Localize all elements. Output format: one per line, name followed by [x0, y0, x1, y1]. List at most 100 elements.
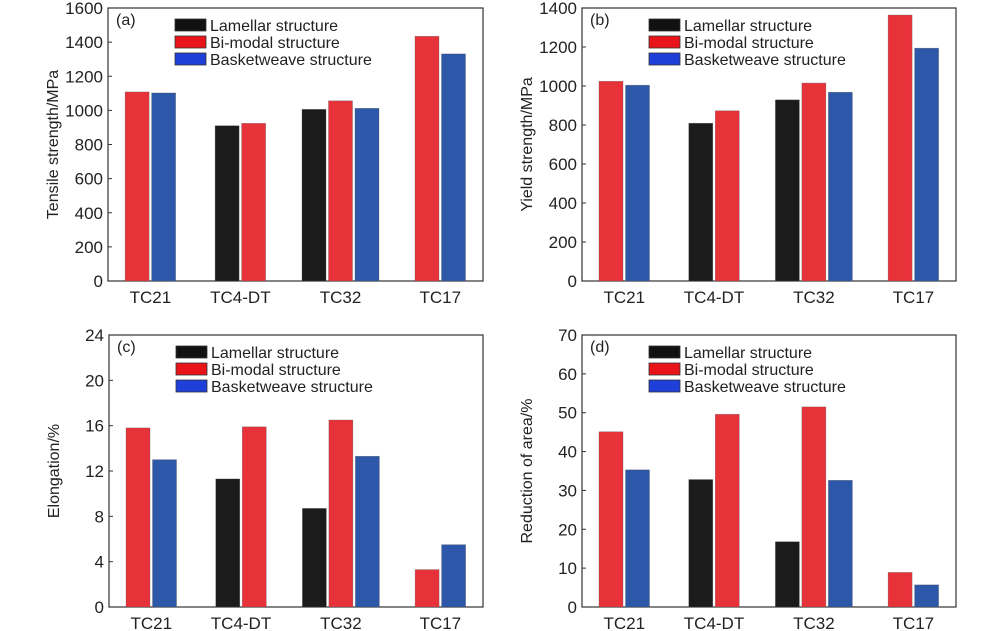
- x-category-label: TC4-DT: [684, 614, 744, 631]
- y-tick-label: 16: [85, 417, 104, 436]
- y-tick-label: 1000: [539, 77, 577, 96]
- panel-b-yield-strength: Yield strength/MPa (b) 0 200 400 600 800 1000…: [519, 0, 957, 307]
- x-category-label: TC32: [793, 614, 835, 631]
- y-tick-label: 24: [85, 326, 104, 345]
- y-tick-label: 200: [75, 238, 103, 257]
- legend-swatch-basketweave: [175, 379, 208, 393]
- bar-lamellar-tc4-dt: [688, 479, 714, 608]
- legend-swatch-basketweave: [648, 379, 681, 393]
- y-axis-title: Yield strength/MPa: [519, 77, 536, 212]
- legend-swatch-lamellar: [174, 18, 207, 32]
- y-tick-label: 12: [85, 462, 104, 481]
- x-category-label: TC32: [320, 288, 362, 307]
- bar-bimodal-tc32: [801, 406, 827, 608]
- bar-bimodal-tc4-dt: [241, 426, 267, 608]
- bar-bimodal-tc4-dt: [714, 413, 740, 608]
- panel-c-elongation: Elongation/% (c) 0 4 8 12 16 20 24 TC21 TC4-DT TC…: [46, 326, 484, 631]
- bar-bimodal-tc17: [414, 36, 440, 282]
- y-tick-label: 40: [558, 443, 577, 462]
- bar-basketweave-tc32: [828, 480, 853, 608]
- y-tick-label: 1400: [539, 0, 577, 18]
- y-axis-title: Tensile strength/MPa: [45, 70, 62, 220]
- x-category-label: TC17: [893, 288, 935, 307]
- legend-label-bimodal: Bi-modal structure: [211, 362, 341, 379]
- legend-label-basketweave: Basketweave structure: [684, 52, 846, 69]
- plot-frame: [581, 334, 957, 608]
- panel-a-tensile-strength: Tensile strength/MPa (a) 0 200 400 600 800 10…: [45, 0, 484, 307]
- legend-label-basketweave: Basketweave structure: [684, 379, 846, 396]
- y-tick-label: 1600: [65, 0, 103, 18]
- bar-basketweave-tc21: [625, 469, 650, 608]
- legend-swatch-lamellar: [175, 345, 208, 359]
- bar-basketweave-tc21: [152, 459, 177, 608]
- legend-label-lamellar: Lamellar structure: [684, 18, 812, 35]
- y-tick-label: 200: [549, 233, 577, 252]
- x-category-label: TC21: [603, 614, 645, 631]
- bar-bimodal-tc21: [598, 81, 624, 282]
- legend-swatch-bimodal: [648, 35, 681, 49]
- y-tick-label: 1400: [65, 33, 103, 52]
- legend-swatch-lamellar: [648, 345, 681, 359]
- legend-swatch-bimodal: [174, 35, 207, 49]
- y-tick-label: 1200: [65, 67, 103, 86]
- y-tick-label: 600: [75, 170, 103, 189]
- bar-basketweave-tc17: [441, 544, 466, 608]
- bar-basketweave-tc17: [914, 584, 939, 608]
- bar-bimodal-tc17: [887, 572, 913, 608]
- y-tick-label: 600: [549, 155, 577, 174]
- bar-bimodal-tc4-dt: [714, 110, 740, 282]
- bar-bimodal-tc4-dt: [241, 123, 266, 282]
- legend-label-bimodal: Bi-modal structure: [210, 35, 340, 52]
- bar-basketweave-tc17: [914, 47, 939, 282]
- bar-bimodal-tc17: [414, 569, 440, 608]
- legend-label-lamellar: Lamellar structure: [211, 345, 339, 362]
- y-tick-label: 10: [558, 559, 577, 578]
- bar-bimodal-tc21: [598, 431, 624, 608]
- bar-lamellar-tc32: [301, 109, 327, 282]
- panel-tag: (a): [116, 12, 136, 29]
- x-category-label: TC17: [420, 614, 462, 631]
- legend-swatch-basketweave: [174, 52, 207, 66]
- bar-bimodal-tc32: [328, 100, 353, 282]
- bar-basketweave-tc32: [828, 91, 853, 282]
- legend-swatch-lamellar: [648, 18, 681, 32]
- y-tick-label: 800: [75, 136, 103, 155]
- bar-basketweave-tc32: [355, 455, 380, 608]
- panel-tag: (c): [117, 339, 136, 356]
- x-category-label: TC21: [603, 288, 645, 307]
- y-tick-label: 70: [558, 326, 577, 345]
- legend-label-lamellar: Lamellar structure: [684, 345, 812, 362]
- legend-swatch-bimodal: [648, 362, 681, 376]
- bar-bimodal-tc17: [887, 14, 913, 282]
- y-tick-label: 800: [549, 116, 577, 135]
- x-category-label: TC21: [130, 614, 172, 631]
- y-tick-label: 0: [95, 598, 104, 617]
- y-tick-label: 0: [568, 272, 577, 291]
- bar-lamellar-tc4-dt: [688, 122, 714, 282]
- legend-label-lamellar: Lamellar structure: [210, 18, 338, 35]
- y-tick-label: 4: [95, 553, 104, 572]
- legend-swatch-bimodal: [175, 362, 208, 376]
- bar-bimodal-tc21: [124, 91, 150, 282]
- bar-bimodal-tc21: [125, 427, 151, 608]
- bar-bimodal-tc32: [801, 82, 827, 282]
- legend-label-basketweave: Basketweave structure: [211, 379, 373, 396]
- y-tick-label: 1200: [539, 38, 577, 57]
- x-category-label: TC17: [419, 288, 461, 307]
- y-tick-label: 20: [85, 371, 104, 390]
- bar-lamellar-tc4-dt: [214, 125, 240, 282]
- bar-lamellar-tc32: [775, 99, 800, 282]
- legend-label-bimodal: Bi-modal structure: [684, 35, 814, 52]
- x-category-label: TC17: [893, 614, 935, 631]
- x-category-label: TC21: [130, 288, 172, 307]
- x-category-label: TC4-DT: [684, 288, 744, 307]
- panel-tag: (d): [590, 339, 610, 356]
- y-tick-label: 400: [75, 204, 103, 223]
- bar-basketweave-tc17: [441, 53, 466, 282]
- legend-label-basketweave: Basketweave structure: [210, 52, 372, 69]
- bar-basketweave-tc32: [354, 108, 380, 282]
- y-tick-label: 20: [558, 520, 577, 539]
- y-tick-label: 400: [549, 194, 577, 213]
- plot-frame: [581, 7, 957, 282]
